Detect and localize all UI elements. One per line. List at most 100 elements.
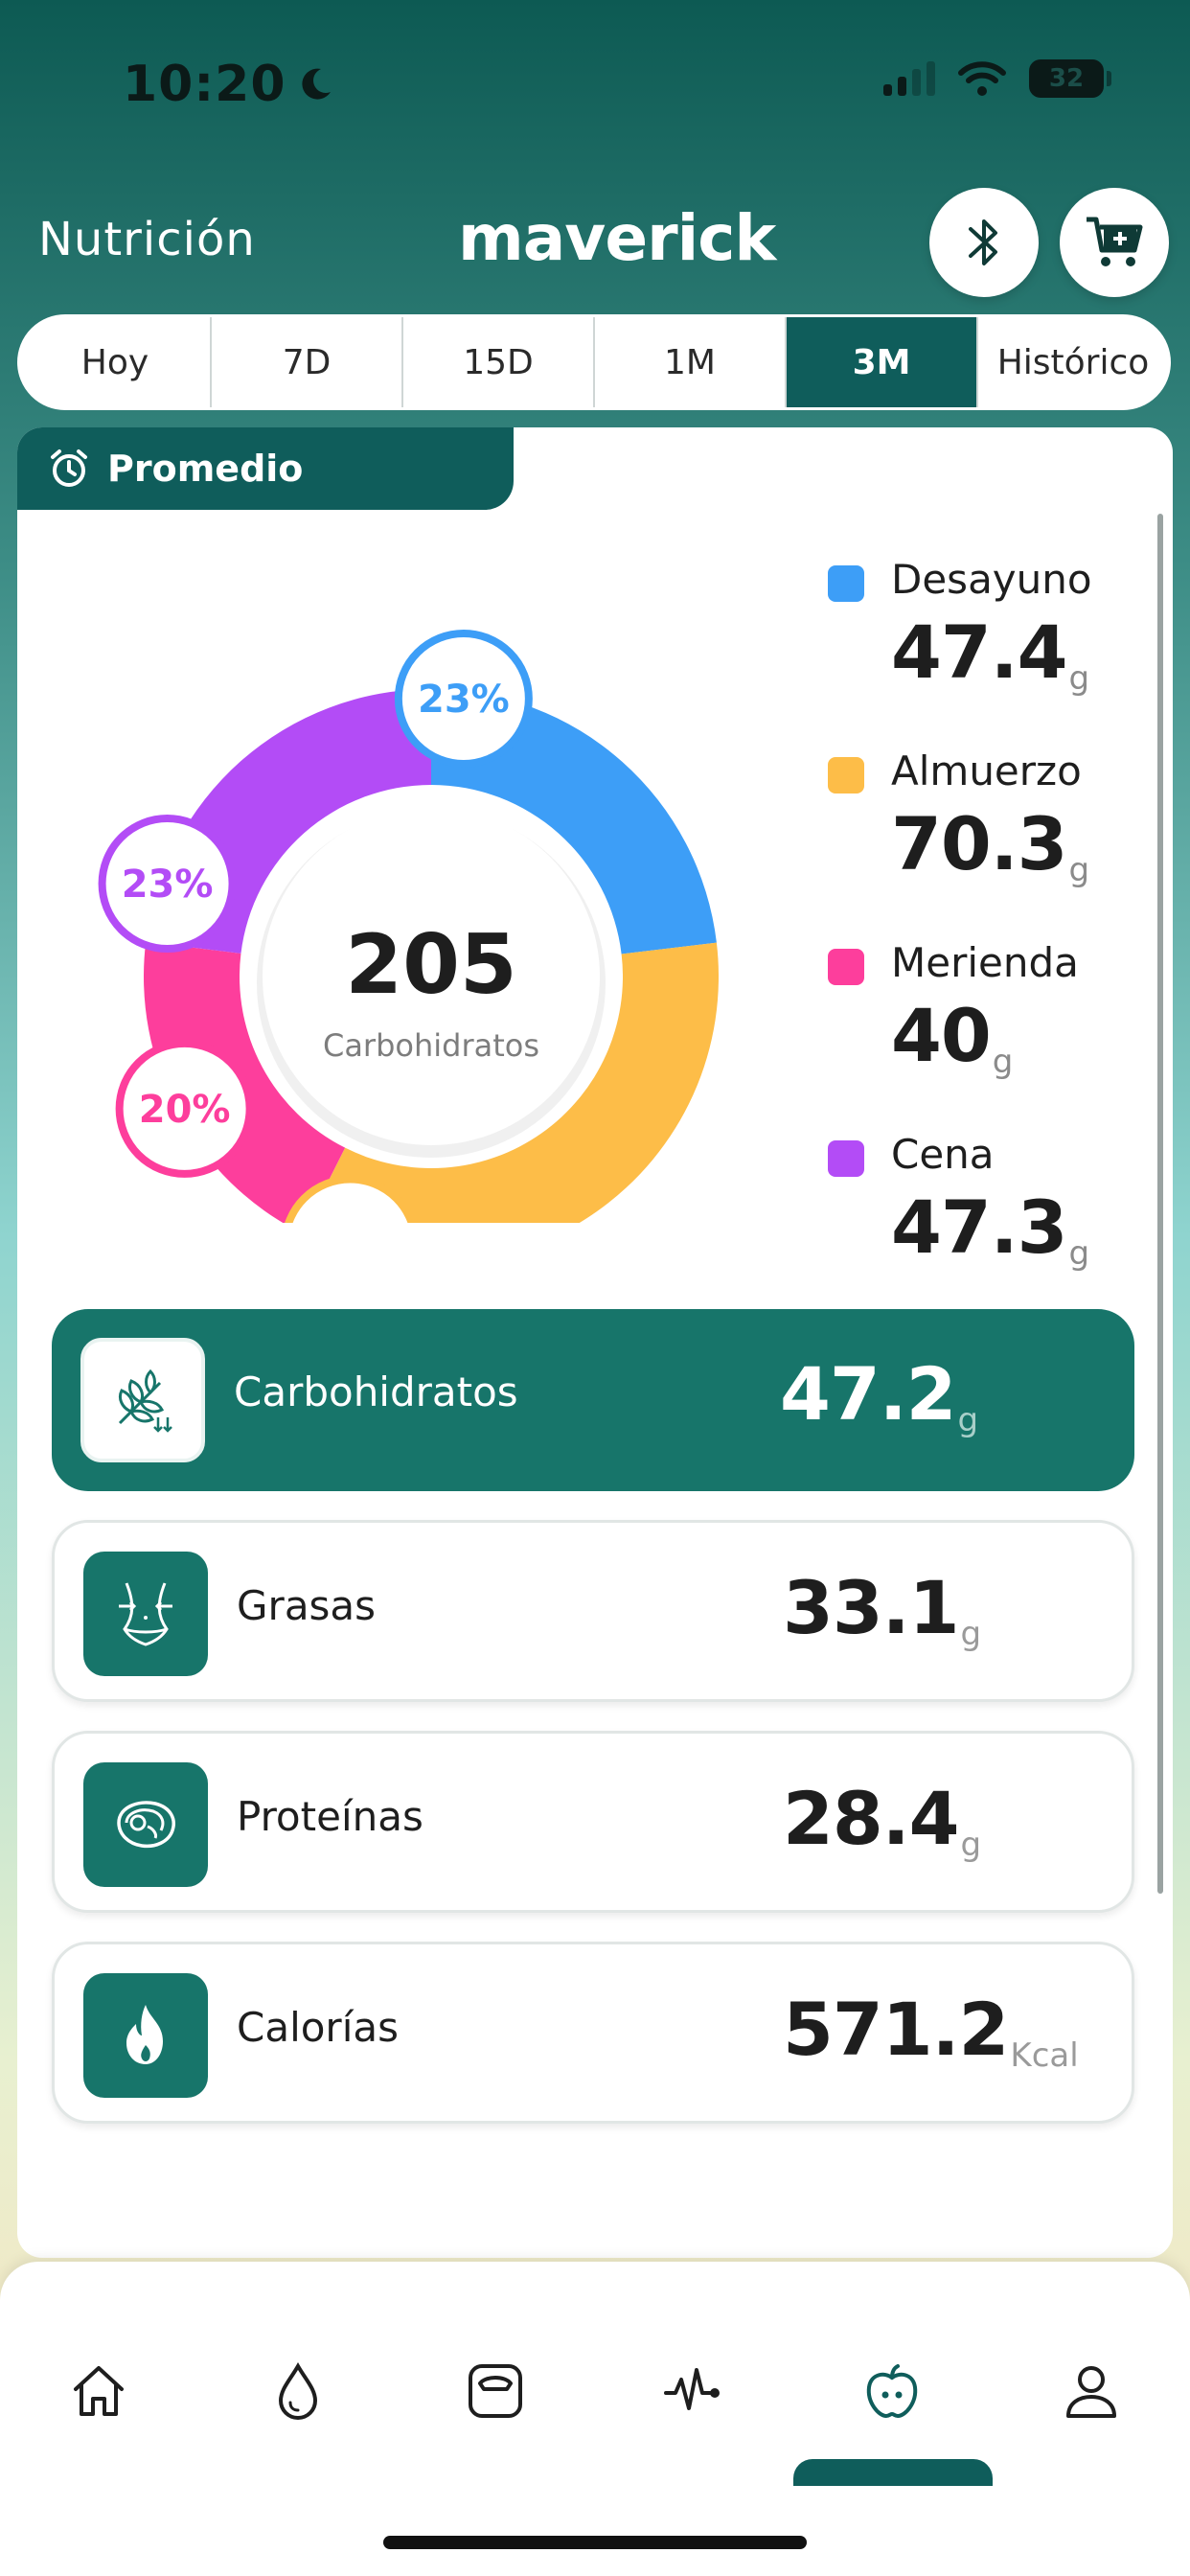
- percent-bubble: [115, 1039, 254, 1178]
- legend-value: 47.4 g: [891, 610, 1090, 698]
- page-title: Nutrición: [38, 213, 256, 266]
- legend-value: 40 g: [891, 993, 1014, 1081]
- scale-icon: [469, 2364, 522, 2418]
- metric-value: 47.2 g: [780, 1351, 979, 1439]
- tab-7d[interactable]: 7D: [212, 317, 403, 407]
- metric-label: Calorías: [237, 2004, 399, 2051]
- metric-value: 28.4 g: [783, 1776, 982, 1864]
- legend-unit: g: [1068, 1234, 1090, 1273]
- donut-labels: 23% 34% 20% 23%: [98, 629, 533, 1223]
- meat-icon: [117, 1801, 175, 1849]
- metric-unit: g: [957, 1401, 979, 1439]
- metric-label: Proteínas: [237, 1793, 423, 1840]
- metric-unit: g: [960, 1615, 982, 1653]
- apple-icon: [866, 2364, 918, 2419]
- metric-number: 33.1: [783, 1565, 960, 1650]
- legend-name: Cena: [891, 1131, 995, 1178]
- average-tag: Promedio: [17, 427, 514, 510]
- wifi-icon: [958, 61, 1006, 96]
- carbs-donut-chart: 205 Carbohidratos 23% 34% 20% 23%: [98, 629, 719, 1223]
- bluetooth-button[interactable]: [929, 188, 1039, 297]
- metric-number: 47.2: [780, 1351, 957, 1437]
- percent-text: 23%: [418, 678, 510, 722]
- cart-add-icon: [1087, 217, 1143, 266]
- metric-carbohidratos[interactable]: Carbohidratos 47.2 g: [52, 1309, 1134, 1491]
- legend-value: 70.3 g: [891, 801, 1089, 889]
- metric-label: Grasas: [237, 1582, 377, 1629]
- legend-unit: g: [992, 1043, 1014, 1081]
- metric-icon-box: [83, 1973, 208, 2098]
- percent-label-desayuno: 23%: [394, 629, 533, 768]
- legend-number: 70.3: [891, 801, 1068, 886]
- metric-unit: g: [960, 1826, 982, 1864]
- legend-swatch: [828, 949, 864, 985]
- alarm-clock-icon: [51, 449, 87, 487]
- metric-grasas[interactable]: Grasas 33.1 g: [52, 1520, 1134, 1702]
- donut-center-label: Carbohidratos: [323, 1027, 539, 1064]
- legend-value: 47.3 g: [891, 1184, 1090, 1273]
- legend-number: 47.4: [891, 610, 1068, 695]
- legend-item-cena: Cena 47.3 g: [812, 1117, 1157, 1309]
- battery-icon: 32: [1029, 59, 1111, 98]
- percent-label-cena: 23%: [98, 815, 237, 954]
- metric-value: 33.1 g: [783, 1565, 982, 1653]
- bottom-navigation: [0, 2262, 1190, 2576]
- metric-calorias[interactable]: Calorías 571.2 Kcal: [52, 1942, 1134, 2124]
- legend-name: Almuerzo: [891, 748, 1082, 794]
- legend-unit: g: [1068, 659, 1090, 698]
- donut-center: [263, 808, 600, 1145]
- metric-icon-box: [83, 1552, 208, 1676]
- profile-icon: [1066, 2366, 1116, 2418]
- legend-name: Merienda: [891, 939, 1079, 986]
- metric-icon-box: [83, 1762, 208, 1887]
- nav-active-indicator: [793, 2459, 993, 2486]
- time-text: 10:20: [123, 56, 286, 113]
- nav-nutrition[interactable]: [849, 2348, 935, 2434]
- heartbeat-icon: [664, 2368, 720, 2410]
- legend-swatch: [828, 565, 864, 602]
- waist-icon: [119, 1582, 172, 1646]
- nav-weight[interactable]: [452, 2348, 538, 2434]
- average-label: Promedio: [107, 448, 304, 490]
- water-drop-icon: [278, 2361, 318, 2421]
- tab-3m[interactable]: 3M: [787, 317, 978, 407]
- status-time: 10:20: [123, 56, 334, 113]
- status-icons: 32: [883, 59, 1111, 98]
- tab-historico[interactable]: Histórico: [996, 342, 1150, 382]
- nav-health[interactable]: [650, 2348, 736, 2434]
- nav-home[interactable]: [56, 2348, 142, 2434]
- metric-unit: Kcal: [1010, 2036, 1079, 2075]
- status-bar: 10:20 32: [0, 0, 1190, 172]
- percent-bubble: [285, 1175, 416, 1223]
- cellular-signal-icon: [883, 61, 935, 96]
- nav-hydration[interactable]: [255, 2348, 341, 2434]
- donut-segment-almuerzo[interactable]: [302, 942, 719, 1223]
- legend-swatch: [828, 1140, 864, 1177]
- metric-value: 571.2 Kcal: [783, 1987, 1079, 2075]
- legend-item-merienda: Merienda 40 g: [812, 926, 1157, 1117]
- legend-item-desayuno: Desayuno 47.4 g: [812, 542, 1157, 734]
- tab-1m[interactable]: 1M: [595, 317, 787, 407]
- scrollbar[interactable]: [1157, 514, 1163, 1894]
- moon-icon: [301, 68, 331, 100]
- wheat-icon: [118, 1368, 172, 1433]
- metric-proteinas[interactable]: Proteínas 28.4 g: [52, 1731, 1134, 1913]
- percent-bubble: [98, 815, 237, 954]
- legend-name: Desayuno: [891, 556, 1092, 603]
- cart-button[interactable]: [1060, 188, 1169, 297]
- legend-item-almuerzo: Almuerzo 70.3 g: [812, 734, 1157, 926]
- period-tabs: Hoy 7D 15D 1M 3M Histórico: [17, 314, 1171, 410]
- flame-icon: [126, 2005, 163, 2064]
- tab-15d[interactable]: 15D: [403, 317, 595, 407]
- metric-icon-box: [80, 1338, 205, 1462]
- metric-number: 571.2: [783, 1987, 1009, 2072]
- percent-label-almuerzo: 34%: [285, 1175, 416, 1223]
- metric-label: Carbohidratos: [234, 1368, 518, 1415]
- home-indicator[interactable]: [383, 2536, 807, 2549]
- battery-level: 32: [1048, 64, 1085, 93]
- summary-card: Promedio 205 Carbohidratos 23% 34% 20%23% …: [17, 427, 1173, 2258]
- legend-swatch: [828, 757, 864, 794]
- meal-legend: Desayuno 47.4 g Almuerzo 70.3 g Merienda…: [812, 542, 1157, 1309]
- nav-profile[interactable]: [1048, 2348, 1134, 2434]
- tab-hoy[interactable]: Hoy: [20, 317, 212, 407]
